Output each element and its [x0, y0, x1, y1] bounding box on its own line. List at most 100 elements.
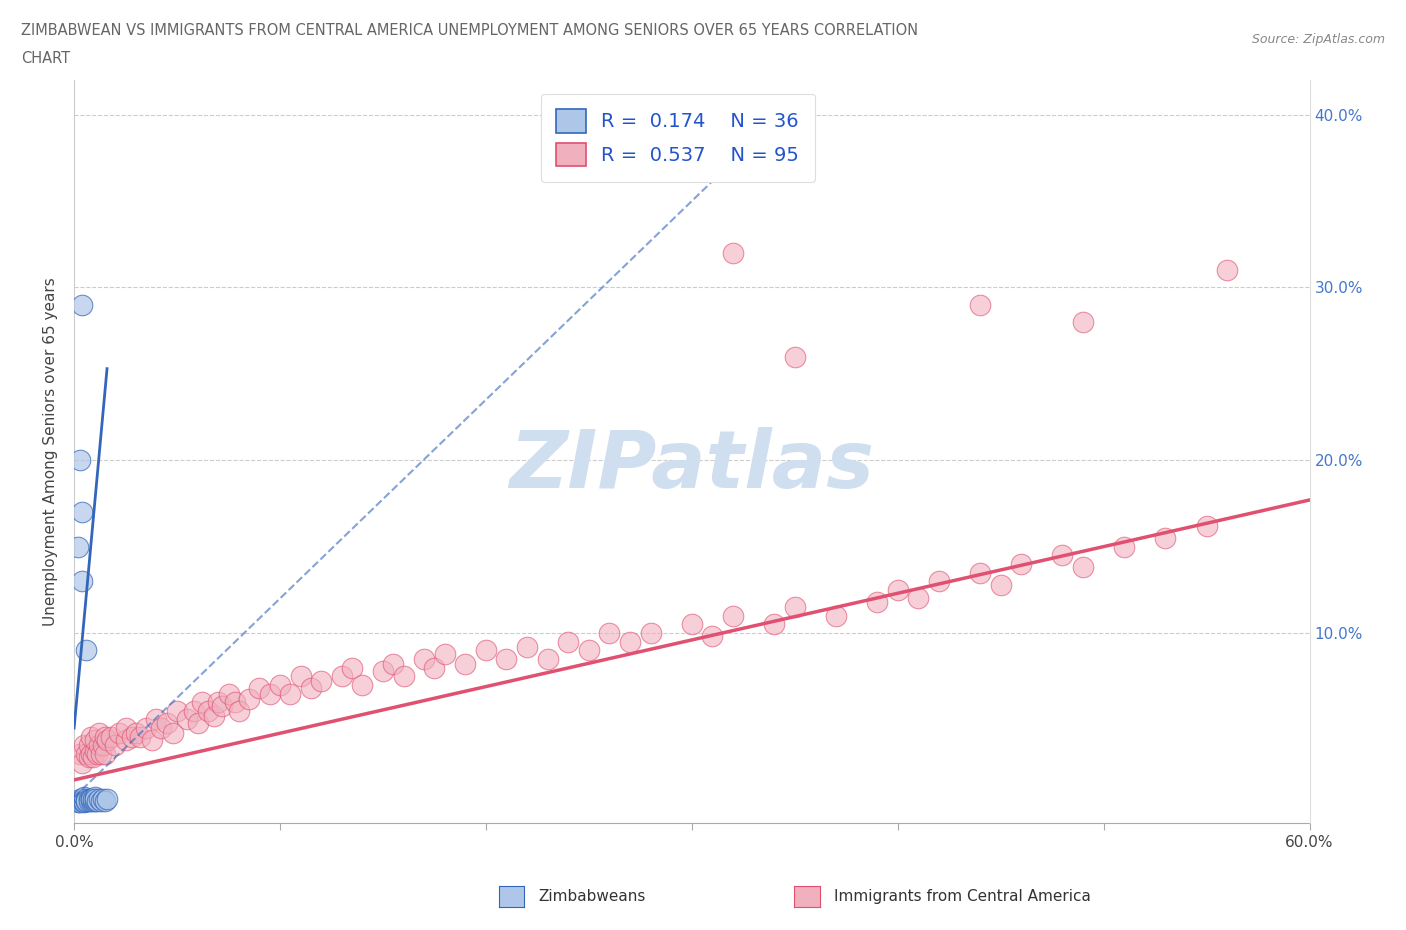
Point	[90, 747, 112, 762]
Text: Immigrants from Central America: Immigrants from Central America	[834, 889, 1091, 904]
Point	[495, 652, 517, 667]
Text: Source: ZipAtlas.com: Source: ZipAtlas.com	[1251, 33, 1385, 46]
Point	[197, 703, 219, 718]
Point	[73, 793, 96, 808]
Point	[94, 793, 117, 808]
Point	[77, 737, 100, 752]
Point	[94, 747, 117, 762]
Point	[1010, 556, 1032, 571]
Point	[73, 795, 96, 810]
Text: ZIMBABWEAN VS IMMIGRANTS FROM CENTRAL AMERICA UNEMPLOYMENT AMONG SENIORS OVER 65: ZIMBABWEAN VS IMMIGRANTS FROM CENTRAL AM…	[21, 23, 918, 38]
Point	[330, 669, 353, 684]
Point	[87, 725, 110, 740]
Point	[87, 791, 110, 806]
Point	[72, 755, 94, 770]
Point	[454, 657, 477, 671]
Point	[75, 793, 97, 808]
Point	[238, 691, 260, 706]
Point	[79, 791, 101, 806]
Point	[77, 791, 100, 806]
Point	[75, 793, 97, 808]
Point	[162, 725, 184, 740]
Point	[72, 505, 94, 520]
Point	[73, 790, 96, 804]
Point	[108, 725, 131, 740]
Point	[73, 737, 96, 752]
Point	[886, 582, 908, 597]
Point	[392, 669, 415, 684]
Point	[82, 793, 104, 808]
Y-axis label: Unemployment Among Seniors over 65 years: Unemployment Among Seniors over 65 years	[44, 277, 58, 626]
Point	[67, 539, 90, 554]
Point	[309, 674, 332, 689]
Point	[557, 634, 579, 649]
Point	[69, 795, 91, 810]
Point	[156, 715, 179, 730]
Point	[166, 703, 188, 718]
Point	[259, 686, 281, 701]
Point	[125, 725, 148, 740]
Point	[69, 791, 91, 806]
Point	[141, 733, 163, 748]
Point	[578, 643, 600, 658]
Point	[721, 608, 744, 623]
Point	[86, 747, 108, 762]
Point	[702, 629, 724, 644]
Point	[79, 793, 101, 808]
Point	[79, 729, 101, 744]
Point	[91, 791, 114, 806]
Point	[183, 703, 205, 718]
Point	[104, 737, 127, 752]
Point	[83, 790, 105, 804]
Point	[82, 791, 104, 806]
Point	[1071, 314, 1094, 329]
Point	[96, 791, 118, 806]
Point	[290, 669, 312, 684]
Point	[218, 686, 240, 701]
Point	[423, 660, 446, 675]
Point	[640, 626, 662, 641]
Point	[75, 791, 97, 806]
Point	[382, 657, 405, 671]
Point	[129, 729, 152, 744]
Point	[475, 643, 498, 658]
Point	[278, 686, 301, 701]
Point	[825, 608, 848, 623]
Point	[352, 677, 374, 692]
Point	[190, 695, 212, 710]
Point	[83, 733, 105, 748]
Point	[72, 793, 94, 808]
Point	[681, 617, 703, 631]
Point	[928, 574, 950, 589]
Point	[1071, 560, 1094, 575]
Point	[72, 298, 94, 312]
Point	[149, 721, 172, 736]
Point	[866, 594, 889, 609]
Point	[1216, 263, 1239, 278]
Point	[269, 677, 291, 692]
Point	[228, 703, 250, 718]
Point	[114, 733, 136, 748]
Point	[340, 660, 363, 675]
Point	[69, 747, 91, 762]
Point	[79, 747, 101, 762]
Point	[77, 750, 100, 764]
Point	[77, 793, 100, 808]
Point	[114, 721, 136, 736]
Point	[91, 737, 114, 752]
Point	[69, 793, 91, 808]
Point	[537, 652, 560, 667]
Point	[990, 578, 1012, 592]
Point	[83, 793, 105, 808]
Point	[211, 698, 233, 713]
Point	[371, 664, 394, 679]
Point	[75, 747, 97, 762]
Point	[94, 729, 117, 744]
Point	[1195, 518, 1218, 533]
Point	[516, 640, 538, 655]
Point	[145, 712, 167, 727]
Point	[1052, 548, 1074, 563]
Point	[187, 715, 209, 730]
Point	[619, 634, 641, 649]
Text: ZIPatlas: ZIPatlas	[509, 428, 875, 506]
